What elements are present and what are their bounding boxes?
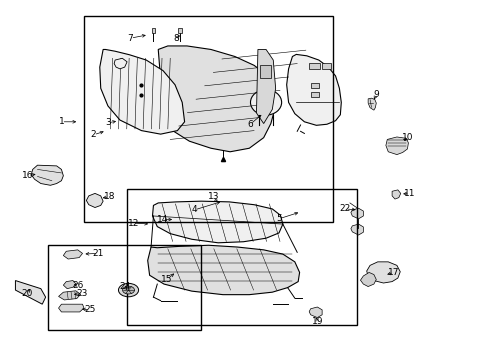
Text: 10: 10 — [401, 133, 412, 142]
Text: 13: 13 — [207, 193, 219, 202]
Polygon shape — [350, 224, 363, 235]
Polygon shape — [366, 262, 399, 283]
Bar — [310, 83, 319, 87]
Polygon shape — [59, 291, 81, 300]
Text: 6: 6 — [247, 120, 253, 129]
Text: 7: 7 — [127, 34, 133, 43]
Polygon shape — [308, 307, 322, 318]
Text: 23: 23 — [77, 289, 88, 298]
Polygon shape — [59, 304, 84, 312]
Bar — [151, 28, 155, 32]
Polygon shape — [158, 46, 275, 152]
Polygon shape — [385, 137, 407, 154]
Polygon shape — [31, 165, 63, 185]
Bar — [310, 92, 319, 97]
Bar — [308, 63, 319, 69]
Polygon shape — [286, 54, 341, 125]
Polygon shape — [63, 250, 82, 259]
Text: 2: 2 — [91, 130, 96, 139]
Bar — [127, 189, 356, 325]
Polygon shape — [367, 98, 376, 110]
Polygon shape — [360, 273, 376, 287]
Polygon shape — [350, 208, 363, 219]
Ellipse shape — [250, 90, 281, 115]
Polygon shape — [152, 201, 282, 243]
Text: 16: 16 — [22, 171, 34, 180]
Ellipse shape — [118, 283, 138, 297]
Text: 15: 15 — [161, 275, 172, 284]
Text: 8: 8 — [173, 34, 179, 43]
Text: 20: 20 — [21, 289, 33, 298]
Text: 22: 22 — [339, 204, 350, 213]
Text: 1: 1 — [59, 117, 64, 126]
Bar — [260, 65, 270, 78]
Text: 17: 17 — [387, 268, 399, 277]
Polygon shape — [147, 245, 299, 294]
Polygon shape — [86, 193, 103, 207]
Polygon shape — [114, 58, 127, 69]
Text: 24: 24 — [119, 282, 130, 291]
Text: 12: 12 — [127, 219, 139, 228]
Bar — [48, 245, 201, 330]
Bar — [322, 63, 330, 69]
Polygon shape — [391, 190, 400, 199]
Text: 26: 26 — [72, 281, 83, 290]
Polygon shape — [63, 280, 76, 289]
Text: 5: 5 — [276, 214, 281, 223]
Text: 9: 9 — [373, 90, 378, 99]
Text: 18: 18 — [103, 193, 115, 202]
Text: 14: 14 — [157, 215, 168, 224]
Polygon shape — [16, 280, 45, 304]
Bar — [84, 16, 332, 222]
Text: 21: 21 — [92, 249, 104, 258]
Text: 25: 25 — [84, 305, 96, 314]
Text: 11: 11 — [403, 189, 415, 198]
Polygon shape — [256, 49, 275, 123]
Bar — [178, 28, 182, 32]
Text: 4: 4 — [191, 206, 197, 215]
Ellipse shape — [122, 286, 134, 294]
Text: 19: 19 — [311, 317, 323, 325]
Text: 3: 3 — [105, 118, 111, 127]
Polygon shape — [100, 49, 184, 134]
